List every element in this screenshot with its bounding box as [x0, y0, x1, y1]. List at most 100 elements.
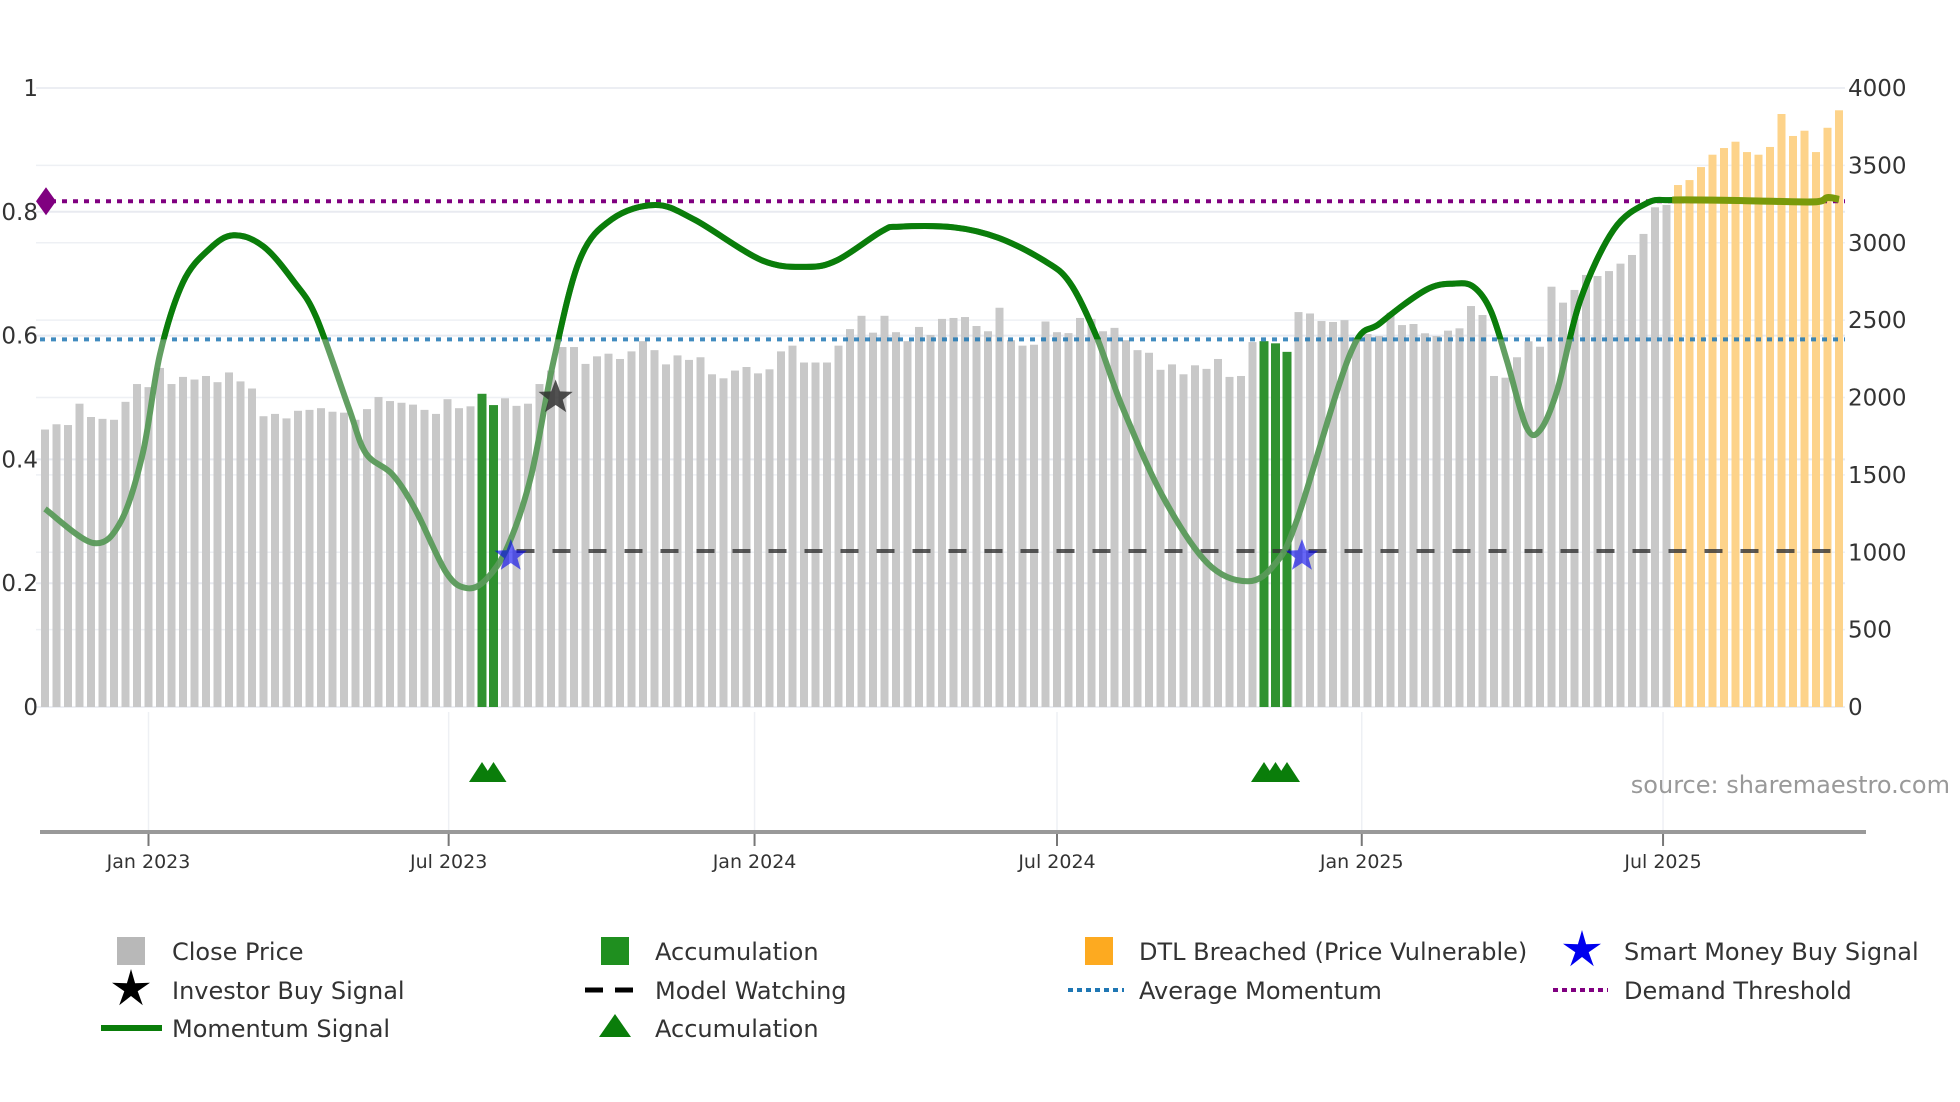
legend-item-average-momentum[interactable]: Average Momentum: [1068, 977, 1382, 1005]
close-price-bar: [110, 419, 118, 707]
accumulation-bar: [1259, 341, 1269, 707]
close-price-bar: [455, 408, 463, 707]
source-label: source: sharemaestro.com: [1631, 771, 1950, 799]
close-price-bar: [259, 416, 268, 707]
close-price-bar: [650, 350, 659, 707]
legend-label: Demand Threshold: [1624, 977, 1852, 1005]
accumulation-bar: [477, 393, 487, 707]
legend-item-momentum-signal[interactable]: Momentum Signal: [101, 1015, 390, 1043]
close-price-bar: [236, 381, 245, 707]
y-right-tick-label: 4000: [1848, 76, 1907, 102]
legend-item-smart-money[interactable]: Smart Money Buy Signal: [1563, 930, 1919, 967]
momentum-line-above-average: [160, 196, 1673, 340]
x-tick-label: Jan 2023: [106, 851, 191, 873]
legend-item-investor-buy[interactable]: Investor Buy Signal: [112, 969, 405, 1006]
close-price-bar: [719, 378, 728, 707]
y-left-tick-label: 0.8: [1, 200, 38, 226]
close-price-bar: [432, 413, 440, 707]
close-price-bar: [41, 429, 49, 707]
dtl-breached-bar: [1800, 130, 1809, 707]
close-price-bar: [466, 406, 475, 707]
close-price-bar: [1133, 350, 1142, 707]
legend-item-dtl-breached[interactable]: DTL Breached (Price Vulnerable): [1085, 937, 1527, 966]
accumulation-bar: [1271, 343, 1280, 707]
legend-item-accumulation-bar[interactable]: Accumulation: [601, 937, 819, 966]
close-price-bar: [1651, 207, 1659, 707]
dtl-breached-bar: [1674, 185, 1682, 707]
close-price-bar: [1053, 332, 1061, 707]
close-price-swatch: [117, 937, 145, 965]
legend-item-demand-threshold[interactable]: Demand Threshold: [1553, 977, 1852, 1005]
close-price-bar: [1076, 317, 1084, 707]
investor-star-icon: [112, 969, 150, 1006]
legend-item-accumulation-marker[interactable]: Accumulation: [599, 1014, 819, 1043]
close-price-bar: [294, 410, 302, 707]
dtl-breached-bar: [1685, 180, 1694, 708]
close-price-bar: [1524, 341, 1533, 707]
close-price-bar: [1616, 263, 1625, 707]
legend-item-model-watching[interactable]: Model Watching: [585, 977, 847, 1005]
bar-series: [41, 110, 1843, 708]
close-price-bar: [581, 363, 590, 707]
dtl-breached-bar: [1789, 135, 1797, 707]
close-price-bar: [1478, 315, 1487, 707]
legend-item-close-price[interactable]: Close Price: [117, 937, 304, 966]
close-price-bar: [524, 403, 532, 707]
close-price-bar: [984, 331, 992, 707]
close-price-bar: [915, 326, 923, 707]
close-price-bar: [869, 332, 877, 707]
legend: Close Price Accumulation DTL Breached (P…: [101, 930, 1919, 1043]
close-price-bar: [926, 334, 935, 707]
dtl-breached-bar: [1812, 152, 1820, 707]
close-price-bar: [1317, 321, 1326, 707]
close-price-bar: [1605, 271, 1613, 707]
close-price-bar: [708, 374, 716, 707]
y-left-tick-label: 1: [23, 76, 38, 102]
close-price-bar: [133, 384, 141, 707]
dtl-breached-bar: [1766, 146, 1774, 708]
close-price-bar: [1168, 364, 1176, 707]
close-price-bar: [995, 307, 1004, 707]
close-price-bar: [213, 382, 222, 707]
close-price-bar: [834, 345, 843, 707]
close-price-bar: [1110, 327, 1119, 707]
close-price-bar: [1593, 276, 1602, 707]
close-price-bar: [328, 411, 337, 707]
close-price-bar: [190, 379, 199, 707]
close-price-bar: [685, 359, 693, 707]
close-price-bar: [1202, 368, 1211, 707]
y-right-tick-label: 3000: [1848, 231, 1907, 257]
close-price-bar: [1639, 233, 1648, 707]
legend-label: Accumulation: [655, 938, 819, 966]
close-price-bar: [558, 347, 567, 707]
close-price-bar: [1122, 340, 1130, 707]
legend-label: Average Momentum: [1139, 977, 1382, 1005]
accumulation-swatch: [601, 937, 629, 965]
smart-money-star-icon: [494, 539, 527, 570]
close-price-bar: [1087, 318, 1096, 707]
close-price-bar: [1340, 320, 1349, 707]
close-price-bar: [1501, 377, 1510, 707]
close-price-bar: [271, 413, 279, 707]
y-right-tick-label: 1000: [1848, 540, 1907, 566]
close-price-bar: [627, 351, 636, 707]
close-price-bar: [1248, 342, 1257, 707]
close-price-bar: [811, 362, 820, 707]
close-price-bar: [765, 369, 774, 707]
smart-money-star-icon: [1285, 539, 1319, 570]
close-price-bar: [696, 357, 705, 707]
close-price-bar: [1409, 323, 1418, 707]
dtl-breached-bar: [1754, 154, 1763, 707]
legend-label: Accumulation: [655, 1015, 819, 1043]
close-price-bar: [800, 362, 808, 707]
y-right-tick-label: 3500: [1848, 153, 1907, 179]
dtl-breached-bar: [1720, 148, 1728, 708]
close-price-bar: [1191, 365, 1199, 707]
investor-star-icon: [538, 379, 573, 413]
close-price-bar: [179, 376, 187, 707]
close-price-bar: [1145, 352, 1153, 707]
close-price-bar: [75, 403, 84, 707]
close-price-bar: [673, 355, 682, 707]
close-price-bar: [1421, 333, 1429, 707]
close-price-bar: [305, 409, 314, 707]
